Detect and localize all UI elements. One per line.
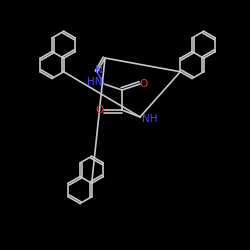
Text: O: O: [96, 105, 104, 115]
Text: HN: HN: [86, 77, 102, 87]
Text: NH: NH: [142, 114, 158, 124]
Text: N: N: [95, 65, 103, 75]
Text: O: O: [140, 79, 148, 89]
